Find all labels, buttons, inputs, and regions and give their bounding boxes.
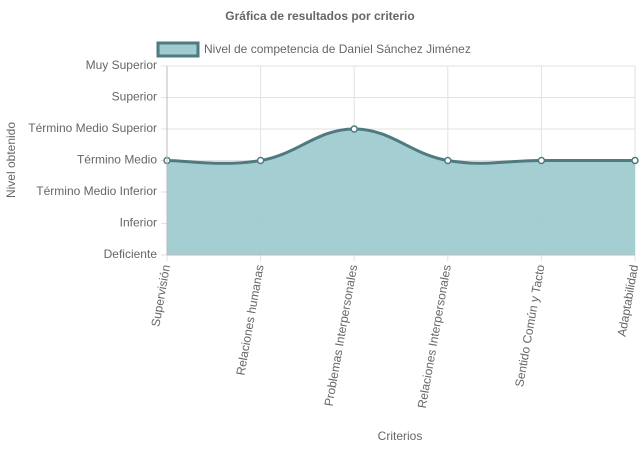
y-axis-title: Nivel obtenido [4, 122, 18, 198]
x-tick-label: Supervisión [148, 264, 173, 328]
point [631, 156, 639, 165]
point [537, 156, 546, 165]
y-tick-label: Término Medio [77, 153, 157, 167]
y-tick-label: Término Medio Inferior [36, 184, 157, 198]
x-tick-label: Relaciones Interpersonales [415, 264, 454, 410]
y-tick-label: Inferior [120, 216, 157, 230]
y-tick-label: Superior [112, 90, 157, 104]
point [350, 125, 358, 133]
area [167, 129, 635, 255]
y-tick-label: Término Medio Superior [28, 121, 157, 135]
point [256, 156, 265, 165]
legend-swatch [156, 41, 200, 58]
y-tick-label: Deficiente [104, 247, 158, 261]
x-tick-label: Sentido Común y Tacto [512, 263, 547, 388]
line [166, 127, 635, 165]
point [444, 156, 452, 165]
chart-title: Gráfica de resultados por criterio [225, 9, 414, 23]
x-tick-label: Relaciones humanas [233, 264, 266, 377]
x-tick-label: Problemas Interpersonales [322, 264, 361, 408]
x-axis-title: Criterios [378, 429, 423, 443]
x-tick-label: Adaptabilidad [615, 264, 639, 338]
y-tick-label: Muy Superior [86, 58, 157, 72]
legend-label: Nivel de competencia de Daniel Sánchez J… [204, 42, 471, 56]
